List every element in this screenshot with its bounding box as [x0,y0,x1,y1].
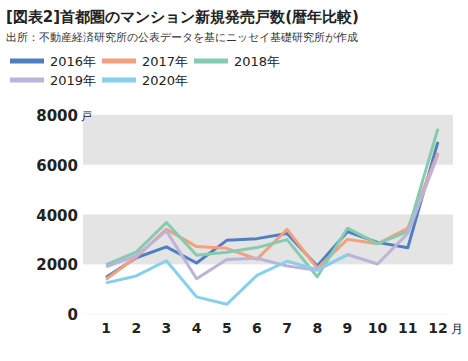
x-tick-label: 8 [312,320,322,336]
legend-label: 2017年 [142,54,188,69]
chart: [図表2]首都圏のマンション新規発売戸数(暦年比較) 出所：不動産経済研究所の公表… [0,0,468,361]
series-line [106,142,438,277]
x-tick-label: 2 [131,320,141,336]
legend-label: 2018年 [234,54,280,69]
legend-label: 2016年 [50,54,96,69]
y-tick-label: 0 [68,306,78,324]
grid-line [83,115,453,116]
grid-line [83,314,453,315]
y-tick-label: 2000 [36,256,78,274]
x-tick-label: 5 [222,320,232,336]
grid-band [83,115,453,165]
grid-line [83,264,453,265]
title: [図表2]首都圏のマンション新規発売戸数(暦年比較) [6,8,359,26]
y-tick-label: 8000 [36,107,78,125]
x-tick-label: 7 [282,320,292,336]
x-tick-label: 11 [398,320,417,336]
y-axis-label: 戸 [81,110,92,123]
legend-swatch [10,59,44,64]
x-axis-label: 月 [451,322,463,336]
series-line [106,155,438,279]
y-tick-label: 6000 [36,157,78,175]
x-tick-label: 12 [428,320,447,336]
subtitle: 出所：不動産経済研究所の公表データを基にニッセイ基礎研究所が作成 [6,31,358,43]
x-tick-label: 10 [368,320,388,336]
grid-line [83,214,453,215]
series-line [106,255,347,304]
legend-label: 2020年 [142,73,188,88]
y-tick-label: 4000 [36,207,78,225]
x-tick-label: 6 [252,320,262,336]
x-tick-label: 1 [101,320,111,336]
legend-label: 2019年 [50,73,96,88]
legend-swatch [102,78,136,83]
x-tick-label: 3 [162,320,172,336]
legend-swatch [102,59,136,64]
series-line [106,153,438,279]
grid-line [83,164,453,165]
legend-swatch [194,59,228,64]
legend-swatch [10,78,44,83]
x-tick-label: 4 [192,320,202,336]
x-tick-label: 9 [343,320,353,336]
plot [106,129,438,305]
